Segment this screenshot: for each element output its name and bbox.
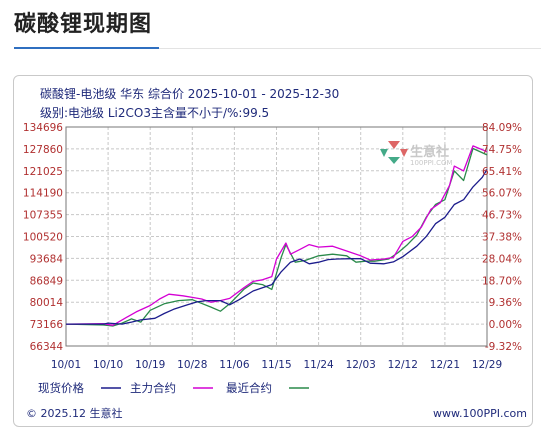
right-axis-tick-label: 18.70%: [482, 275, 522, 287]
chart-title: 碳酸锂-电池级 华东 综合价 2025-10-01 - 2025-12-30: [40, 86, 339, 101]
left-axis-tick-label: 127860: [23, 144, 63, 156]
right-axis-tick-label: 0.00%: [489, 319, 522, 331]
right-axis-tick-label: 37.38%: [482, 232, 522, 244]
legend-label: 主力合约: [130, 381, 176, 395]
title-underline: [14, 47, 159, 49]
legend: 现货价格 主力合约 最近合约: [38, 381, 309, 395]
left-axis-tick-label: 73166: [30, 319, 64, 331]
footer-website: www.100PPI.com: [433, 407, 527, 420]
right-axis-tick-label: 46.73%: [482, 210, 522, 222]
logo-subtext: 100PPI.COM: [410, 159, 453, 167]
series-lines: [65, 145, 488, 327]
page-title: 碳酸锂现期图: [14, 12, 153, 37]
x-axis-tick-label: 11/15: [261, 359, 291, 371]
logo-icon: [380, 141, 408, 164]
right-axis-ticks: 84.09% 74.75% 65.41% 56.07% 46.73% 37.38% 28.0…: [482, 122, 522, 353]
plot-area-border: [65, 126, 488, 347]
x-axis-ticks: 10/01 10/10 10/19 10/28 11/06 11/15 11/24 12/03…: [51, 359, 502, 371]
left-axis-tick-label: 134696: [23, 122, 63, 134]
right-axis-tick-label: 74.75%: [482, 144, 522, 156]
left-axis-tick-label: 80014: [30, 297, 64, 309]
right-axis-tick-label: 65.41%: [482, 166, 522, 178]
legend-label: 最近合约: [226, 381, 272, 395]
left-axis-tick-label: 114190: [23, 188, 63, 200]
right-axis-tick-label: 56.07%: [482, 188, 522, 200]
x-axis-tick-label: 10/01: [51, 359, 81, 371]
right-axis-tick-label: 84.09%: [482, 122, 522, 134]
left-axis-tick-label: 86849: [30, 275, 63, 287]
x-axis-tick-label: 12/29: [472, 359, 502, 371]
left-axis-tick-label: 93684: [30, 253, 64, 265]
x-axis-tick-label: 10/28: [177, 359, 207, 371]
series-line-2: [65, 145, 488, 326]
x-axis-tick-label: 11/24: [303, 359, 334, 371]
x-axis-tick-label: 11/06: [219, 359, 250, 371]
right-axis-tick-label: 9.36%: [489, 297, 522, 309]
x-axis-tick-label: 10/19: [135, 359, 165, 371]
chart-subtitle: 级别:电池级 Li2CO3主含量不小于/%:99.5: [40, 105, 269, 120]
left-axis-tick-label: 100520: [23, 232, 63, 244]
x-axis-tick-label: 12/12: [388, 359, 418, 371]
chart-frame: [13, 75, 533, 427]
right-axis-tick-label: -9.32%: [485, 341, 522, 353]
left-axis-tick-label: 121025: [23, 166, 63, 178]
left-axis-ticks: 134696 127860 121025 114190 107355 100520 9368…: [23, 122, 63, 353]
plot-grid: [66, 127, 487, 346]
series-line-1: [66, 168, 488, 325]
x-axis-tick-label: 12/03: [346, 359, 376, 371]
left-axis-tick-label: 66344: [30, 341, 64, 353]
right-axis-tick-label: 28.04%: [482, 253, 522, 265]
left-axis-tick-label: 107355: [23, 210, 63, 222]
x-axis-tick-label: 12/21: [430, 359, 460, 371]
footer-copyright: © 2025.12 生意社: [26, 406, 122, 420]
legend-label: 现货价格: [38, 381, 84, 395]
watermark-logo: 生意社 100PPI.COM: [380, 141, 453, 167]
x-axis-tick-label: 10/10: [93, 359, 123, 371]
logo-text: 生意社: [410, 144, 449, 160]
title-divider: [14, 48, 541, 49]
